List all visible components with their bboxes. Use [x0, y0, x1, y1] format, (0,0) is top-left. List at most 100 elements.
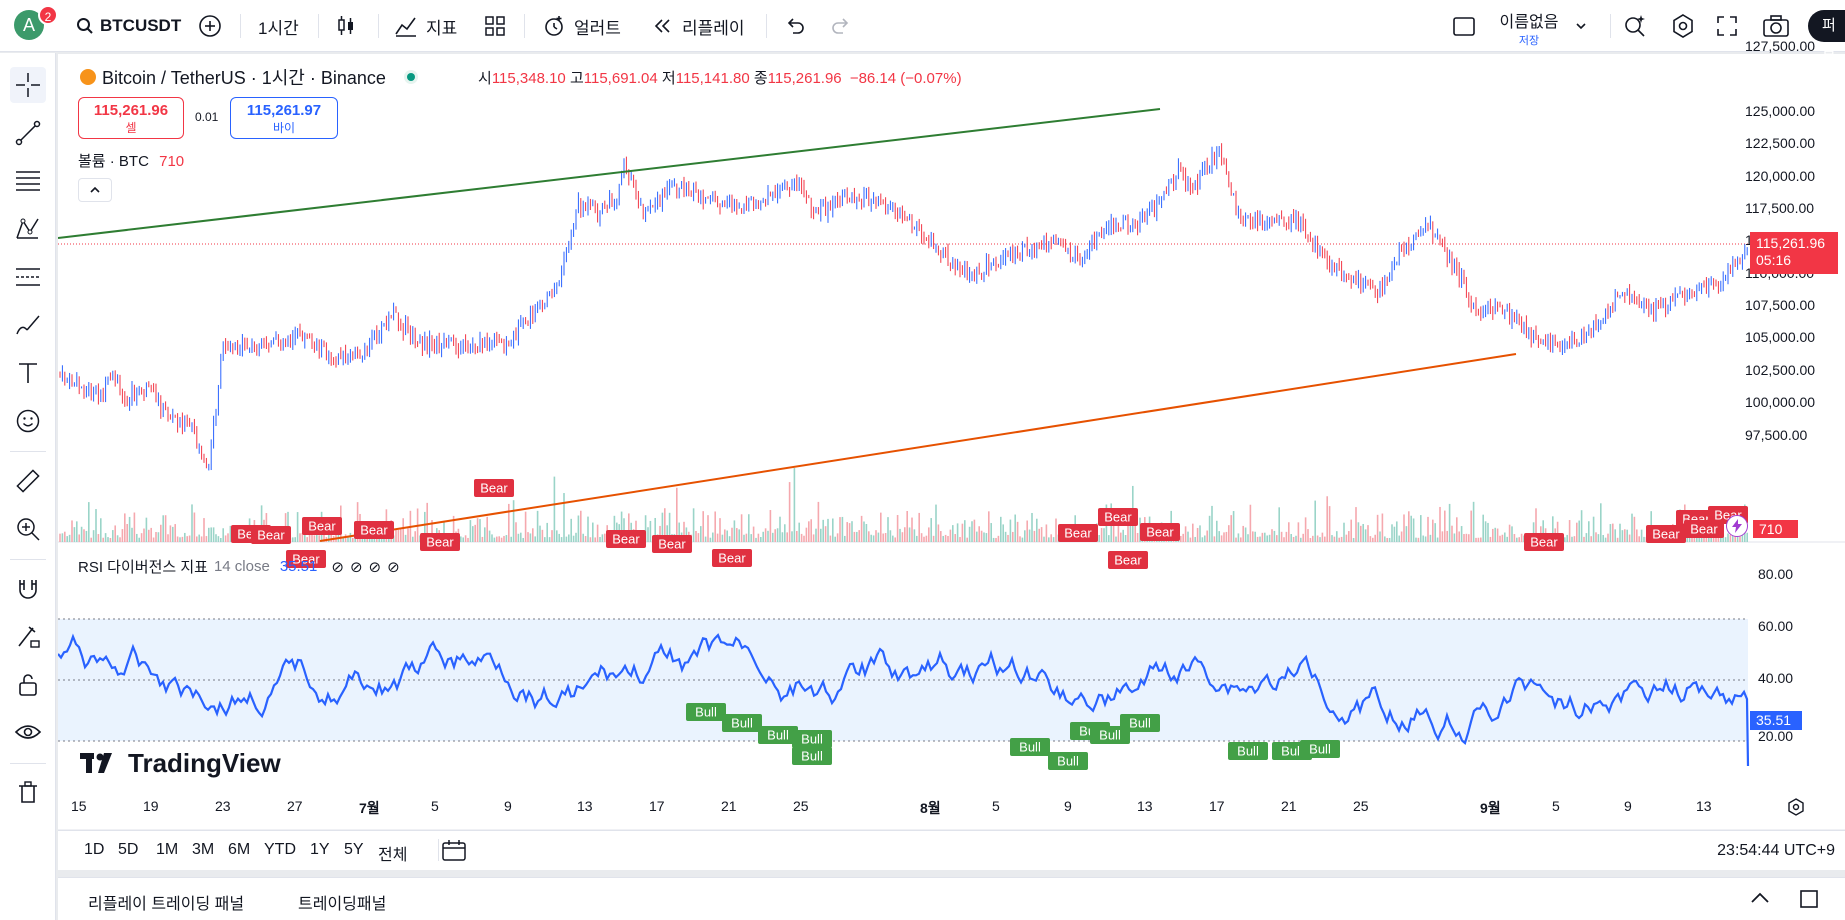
chart-canvas[interactable]: Bear Bear Bear Bear Bear Bear Bear Bear Bear Bear…	[58, 54, 1845, 870]
volume-bar	[1117, 518, 1120, 542]
range-button-ytd[interactable]: YTD	[264, 841, 296, 858]
chart-type-button[interactable]	[334, 12, 358, 40]
volume-bar	[1391, 524, 1393, 542]
symbol-search-button[interactable]: BTCUSDT	[76, 12, 181, 40]
layout-dropdown-button[interactable]	[1574, 12, 1588, 40]
volume-bar	[145, 517, 148, 542]
timezone-clock[interactable]: 23:54:44 UTC+9	[1717, 842, 1835, 859]
range-button-3m[interactable]: 3M	[192, 841, 215, 858]
redo-button[interactable]	[830, 12, 852, 40]
chart-svg[interactable]: Bear Bear Bear Bear Bear Bear Bear Bear Bear Bear…	[58, 54, 1845, 830]
tradingview-logo[interactable]: TradingView	[80, 748, 281, 779]
lightning-alert-icon[interactable]	[1726, 515, 1748, 537]
volume-bar	[1513, 534, 1516, 542]
collapse-legend-button[interactable]	[78, 178, 112, 202]
select-layout-checkbox[interactable]	[1452, 12, 1476, 40]
zoom-tool[interactable]	[10, 511, 46, 547]
templates-button[interactable]	[484, 12, 506, 40]
volume-bar	[762, 531, 764, 542]
magnet-tool[interactable]	[10, 571, 46, 607]
ruler-icon	[16, 469, 40, 493]
volume-bar	[911, 517, 913, 542]
indicators-button[interactable]: 지표	[394, 12, 457, 40]
upper-trend-line[interactable]	[58, 108, 1161, 239]
interval-button[interactable]: 1시간	[258, 12, 299, 40]
volume-bar	[1297, 522, 1300, 542]
volume-bar	[124, 513, 126, 542]
volume-bar	[942, 535, 944, 542]
volume-bar	[347, 536, 349, 542]
fullscreen-button[interactable]	[1716, 12, 1738, 40]
brush-tool[interactable]	[10, 307, 46, 343]
tab-trading-panel[interactable]: 트레이딩패널	[298, 896, 387, 913]
price-axis-label: 125,000.00	[1745, 103, 1816, 119]
volume-bar	[460, 536, 462, 542]
volume-bar	[700, 526, 702, 542]
measure-tool[interactable]	[10, 463, 46, 499]
bear-signal-label: Bear	[1140, 523, 1180, 541]
fib-tool[interactable]	[10, 163, 46, 199]
buy-button[interactable]: 115,261.97 바이	[230, 97, 338, 139]
lock-drawing-mode[interactable]	[10, 619, 46, 655]
volume-bar	[205, 536, 208, 542]
quick-search-button[interactable]	[1622, 12, 1648, 40]
range-button-1y[interactable]: 1Y	[310, 841, 330, 858]
crosshair-tool[interactable]	[10, 67, 46, 103]
axis-settings-button[interactable]	[1786, 797, 1806, 822]
volume-bar	[1465, 533, 1468, 542]
sell-button[interactable]: 115,261.96 셀	[78, 97, 184, 139]
undo-button[interactable]	[784, 12, 806, 40]
volume-bar	[1398, 535, 1400, 542]
forecast-tool[interactable]	[10, 259, 46, 295]
maximize-panel-button[interactable]	[1798, 888, 1820, 915]
emoji-tool[interactable]	[10, 403, 46, 439]
symbol-legend[interactable]: Bitcoin / TetherUS · 1시간 · Binance	[80, 64, 418, 90]
text-tool[interactable]	[10, 355, 46, 391]
toolbar-divider	[240, 14, 241, 38]
trend-line-tool[interactable]	[10, 115, 46, 151]
compare-add-button[interactable]	[198, 12, 222, 40]
tab-replay-trading-panel[interactable]: 리플레이 트레이딩 패널	[88, 896, 245, 913]
lower-trend-line[interactable]	[319, 353, 1517, 542]
forecast-icon	[16, 268, 40, 286]
volume-bar	[556, 530, 558, 542]
snapshot-button[interactable]	[1762, 12, 1790, 40]
lock-all-button[interactable]	[10, 667, 46, 703]
volume-bar	[1636, 529, 1638, 542]
layout-name-button[interactable]: 이름없음 저장	[1496, 8, 1562, 48]
range-button-6m[interactable]: 6M	[228, 841, 251, 858]
settings-button[interactable]	[1670, 12, 1696, 40]
volume-bar	[1379, 531, 1381, 542]
hide-drawings-button[interactable]	[10, 715, 46, 751]
volume-bar	[577, 515, 580, 542]
volume-bar	[1009, 519, 1012, 542]
range-button-5d[interactable]: 5D	[118, 841, 139, 858]
expand-panel-button[interactable]	[1748, 888, 1772, 913]
go-to-date-button[interactable]	[440, 839, 468, 868]
volume-bar	[731, 527, 733, 542]
volume-bar	[119, 537, 121, 542]
range-button-1m[interactable]: 1M	[156, 841, 179, 858]
range-button-5y[interactable]: 5Y	[344, 841, 364, 858]
volume-bar	[1712, 535, 1715, 542]
volume-legend[interactable]: 볼륨 · BTC 710	[78, 150, 184, 171]
volume-bar	[1129, 523, 1132, 542]
rsi-legend[interactable]: RSI 다이버전스 지표 14 close 35.51 ⊘ ⊘ ⊘ ⊘	[78, 556, 400, 577]
alert-button[interactable]: 얼러트	[542, 12, 621, 40]
range-button-1d[interactable]: 1D	[84, 841, 105, 858]
volume-bar	[572, 535, 575, 542]
remove-drawings-button[interactable]	[10, 775, 46, 811]
volume-bar	[983, 532, 985, 542]
volume-bar	[1307, 529, 1309, 542]
undo-icon	[787, 18, 804, 34]
replay-button[interactable]: 리플레이	[652, 12, 745, 40]
volume-bar	[1208, 515, 1211, 542]
volume-bar	[1415, 537, 1417, 542]
volume-bar	[311, 531, 313, 542]
volume-bar	[1036, 518, 1038, 542]
volume-bar	[1573, 536, 1576, 542]
range-button-전체[interactable]: 전체	[378, 847, 408, 864]
pattern-tool[interactable]	[10, 211, 46, 247]
volume-bar	[1343, 522, 1345, 542]
volume-bar	[1631, 513, 1633, 542]
